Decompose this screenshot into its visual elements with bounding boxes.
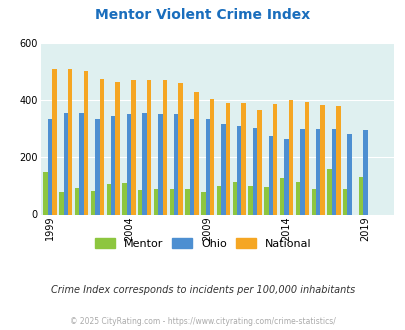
Bar (75, 188, 79, 214)
Bar (147, 80, 151, 214)
Bar (95, 119, 99, 214)
Bar (315, 129, 320, 214)
Bar (225, 103, 230, 214)
Bar (268, 136, 272, 214)
Bar (311, 189, 315, 214)
Bar (237, 126, 241, 214)
Text: © 2025 CityRating.com - https://www.cityrating.com/crime-statistics/: © 2025 CityRating.com - https://www.city… (70, 317, 335, 326)
Bar (174, 115, 178, 214)
Bar (189, 119, 194, 214)
Bar (200, 192, 205, 214)
Bar (64, 113, 68, 214)
Bar (126, 115, 131, 214)
Bar (288, 100, 292, 214)
Legend: Mentor, Ohio, National: Mentor, Ohio, National (90, 234, 315, 253)
Bar (68, 69, 72, 214)
Text: Mentor Violent Crime Index: Mentor Violent Crime Index (95, 8, 310, 22)
Bar (79, 113, 83, 214)
Bar (162, 80, 166, 214)
Bar (99, 79, 104, 214)
Bar (252, 128, 257, 214)
Bar (299, 129, 304, 214)
Bar (209, 99, 214, 214)
Bar (178, 83, 182, 214)
Bar (169, 189, 174, 214)
Bar (279, 178, 284, 214)
Bar (158, 115, 162, 214)
Bar (48, 119, 52, 214)
Bar (111, 116, 115, 214)
Bar (326, 169, 331, 214)
Bar (131, 80, 135, 214)
Bar (304, 102, 308, 214)
Bar (91, 191, 95, 214)
Bar (347, 134, 351, 214)
Bar (335, 106, 340, 214)
Bar (205, 119, 209, 214)
Bar (232, 182, 237, 215)
Bar (194, 91, 198, 214)
Bar (241, 103, 245, 214)
Bar (216, 186, 221, 215)
Bar (106, 184, 111, 215)
Bar (295, 182, 299, 214)
Bar (185, 189, 189, 214)
Bar (362, 130, 367, 214)
Text: Crime Index corresponds to incidents per 100,000 inhabitants: Crime Index corresponds to incidents per… (51, 285, 354, 295)
Bar (331, 129, 335, 214)
Bar (138, 190, 142, 214)
Bar (272, 104, 277, 214)
Bar (248, 186, 252, 215)
Bar (342, 189, 347, 214)
Bar (122, 183, 126, 214)
Bar (115, 82, 119, 214)
Bar (264, 187, 268, 214)
Bar (284, 139, 288, 214)
Bar (221, 124, 225, 214)
Bar (83, 72, 88, 214)
Bar (142, 113, 147, 214)
Bar (52, 69, 57, 214)
Bar (153, 189, 158, 214)
Bar (320, 105, 324, 214)
Bar (59, 192, 64, 214)
Bar (257, 110, 261, 214)
Bar (43, 172, 48, 215)
Bar (358, 177, 362, 214)
